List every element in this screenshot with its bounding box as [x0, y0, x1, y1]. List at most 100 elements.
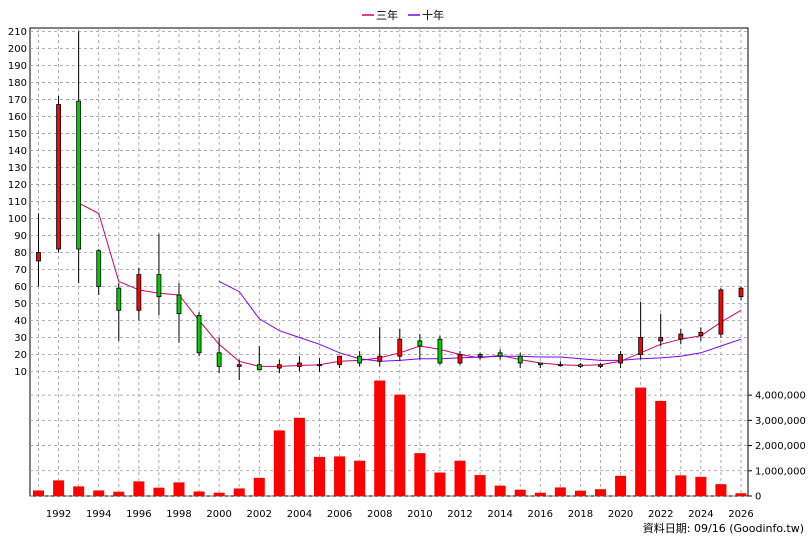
candle-body — [156, 274, 162, 298]
volume-bar — [514, 489, 526, 496]
price-tick-label: 130 — [8, 163, 27, 174]
candle-body — [216, 352, 222, 367]
x-tick-label: 2004 — [287, 509, 312, 520]
x-tick-label: 1998 — [166, 509, 191, 520]
x-tick-label: 2010 — [407, 509, 432, 520]
price-tick-label: 170 — [8, 95, 27, 106]
candle-body — [56, 104, 61, 250]
candle-body — [176, 294, 182, 315]
candle — [216, 337, 222, 374]
candle — [317, 357, 322, 372]
candle — [377, 327, 383, 367]
volume-bar — [153, 487, 165, 496]
candlesticks — [36, 31, 744, 380]
candle-body — [76, 100, 82, 250]
x-tick-label: 2026 — [728, 509, 753, 520]
candle — [738, 286, 744, 301]
grid — [30, 28, 748, 497]
volume-bars — [33, 380, 747, 496]
volume-bar — [354, 460, 366, 496]
candle — [417, 334, 423, 360]
volume-bar — [233, 488, 245, 496]
volume-bar — [73, 486, 85, 496]
candle-body — [598, 364, 603, 367]
candle — [437, 335, 443, 365]
price-tick-label: 180 — [8, 78, 27, 89]
volume-bar — [534, 492, 546, 496]
x-tick-label: 2016 — [528, 509, 553, 520]
volume-bar — [574, 490, 586, 496]
candle — [598, 362, 603, 369]
volume-bar — [615, 475, 627, 496]
candle — [477, 352, 483, 360]
price-tick-label: 150 — [8, 129, 27, 140]
legend-label-ma10: 十年 — [422, 8, 444, 22]
candle-body — [357, 355, 363, 364]
price-tick-label: 80 — [14, 248, 27, 259]
price-tick-label: 190 — [8, 61, 27, 72]
volume-bar — [193, 491, 205, 496]
volume-bar — [655, 400, 667, 496]
volume-tick-label: 1,000,000 — [755, 466, 806, 477]
volume-bar — [675, 475, 687, 496]
legend-label-ma3: 三年 — [376, 8, 398, 22]
volume-bar — [334, 456, 346, 496]
candle — [36, 213, 41, 287]
volume-bar — [695, 476, 707, 496]
candle-body — [457, 354, 463, 364]
x-tick-label: 2014 — [487, 509, 512, 520]
candle — [397, 328, 403, 362]
volume-bar — [253, 477, 265, 496]
price-tick-label: 70 — [14, 265, 27, 276]
candle-body — [236, 364, 242, 367]
candle — [537, 362, 543, 369]
legend: 三年 十年 — [362, 8, 444, 22]
x-tick-label: 2008 — [367, 509, 392, 520]
candle — [698, 327, 704, 341]
volume-bar — [133, 481, 145, 496]
volume-bar — [595, 489, 606, 496]
volume-tick-label: 0 — [755, 492, 761, 503]
volume-tick-label: 4,000,000 — [755, 391, 806, 402]
axes: 10 20 30 40 50 60 70 80 90 100 110 120 130 140 150 160 1… — [8, 27, 806, 520]
volume-bar — [715, 484, 727, 496]
credit-text: 資料日期: 09/16 (Goodinfo.tw) — [643, 521, 804, 535]
ma3-line — [78, 202, 742, 367]
x-tick-label: 2002 — [247, 509, 272, 520]
candle-body — [36, 252, 41, 262]
candle — [76, 31, 82, 284]
candle-body — [437, 338, 443, 364]
x-tick-label: 2024 — [688, 509, 713, 520]
volume-bar — [414, 453, 426, 496]
candle — [517, 352, 523, 369]
candle — [638, 301, 644, 360]
x-tick-label: 2020 — [608, 509, 633, 520]
candle-body — [537, 362, 543, 366]
plot-frame — [29, 27, 749, 497]
volume-bar — [93, 490, 105, 496]
candle-body — [116, 287, 122, 311]
x-tick-label: 2018 — [568, 509, 593, 520]
candle — [457, 351, 463, 365]
price-tick-label: 60 — [14, 282, 27, 293]
x-tick-label: 2006 — [327, 509, 352, 520]
volume-bar — [273, 430, 285, 496]
candle-body — [718, 289, 724, 335]
candle — [658, 313, 664, 346]
candle-body — [497, 352, 503, 357]
candle-body — [196, 314, 202, 354]
volume-bar — [33, 490, 44, 496]
price-tick-label: 90 — [14, 231, 27, 242]
x-tick-label: 2000 — [206, 509, 231, 520]
candle-body — [578, 364, 583, 367]
candle-body — [477, 354, 483, 357]
volume-bar — [173, 482, 185, 496]
x-tick-label: 1994 — [86, 509, 111, 520]
volume-bar — [293, 417, 305, 496]
candle-body — [618, 354, 623, 364]
candle-body — [557, 364, 563, 367]
candle-body — [337, 355, 342, 366]
candle-body — [698, 331, 704, 337]
